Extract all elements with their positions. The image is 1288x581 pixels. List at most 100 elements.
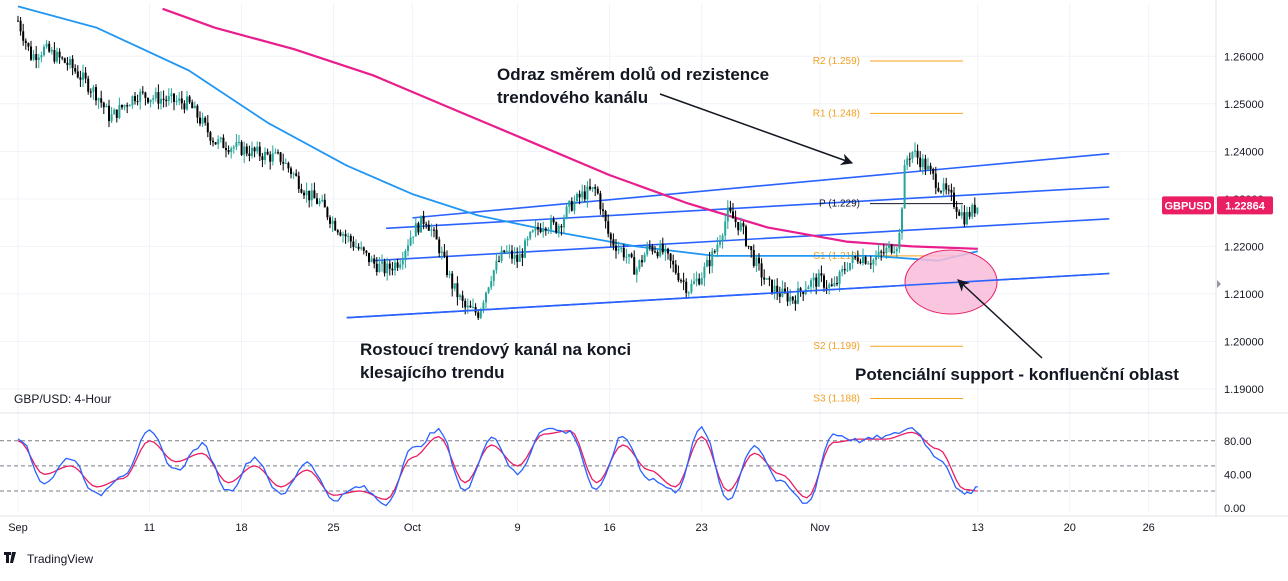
candle-body bbox=[40, 55, 43, 58]
candle-body bbox=[238, 141, 240, 143]
candle-body bbox=[799, 288, 802, 292]
candle-body bbox=[318, 201, 321, 204]
candle-body bbox=[745, 226, 747, 246]
candle-body bbox=[950, 189, 953, 193]
time-tick-label: Sep bbox=[8, 522, 28, 534]
candle-body bbox=[664, 248, 667, 253]
candle-body bbox=[154, 92, 157, 99]
candle-body bbox=[830, 284, 833, 286]
candle-body bbox=[196, 105, 199, 118]
candle-body bbox=[563, 218, 565, 228]
candle-body bbox=[24, 40, 27, 44]
candle-body bbox=[199, 117, 201, 124]
candle-body bbox=[742, 223, 745, 227]
candle-body bbox=[604, 211, 607, 222]
candle-body bbox=[214, 142, 217, 145]
candle-body bbox=[648, 245, 651, 247]
stoch-k-line bbox=[17, 425, 978, 507]
candle-body bbox=[700, 278, 703, 285]
candle-body bbox=[362, 247, 365, 251]
candle-body bbox=[422, 215, 425, 224]
candle-body bbox=[383, 261, 386, 274]
candle-body bbox=[656, 252, 659, 257]
candle-body bbox=[251, 147, 253, 156]
candle-body bbox=[698, 278, 701, 285]
candle-body bbox=[932, 169, 935, 174]
candle-body bbox=[859, 261, 862, 264]
candle-body bbox=[555, 222, 558, 233]
candle-body bbox=[433, 229, 435, 231]
candle-body bbox=[885, 247, 888, 254]
candle-body bbox=[586, 186, 589, 200]
candle-body bbox=[495, 260, 498, 271]
candle-body bbox=[755, 257, 758, 266]
candle-body bbox=[71, 58, 74, 69]
candle-body bbox=[739, 223, 742, 231]
candle-body bbox=[643, 254, 646, 263]
candle-body bbox=[615, 245, 617, 251]
candle-body bbox=[157, 92, 160, 104]
price-tick-label: 1.19000 bbox=[1224, 384, 1264, 396]
candle-body bbox=[542, 228, 545, 232]
candle-body bbox=[50, 50, 53, 52]
candle-body bbox=[339, 232, 342, 236]
symbol-label: GBP/USD: 4-Hour bbox=[14, 392, 111, 406]
candle-body bbox=[126, 105, 129, 107]
candle-body bbox=[209, 132, 212, 141]
candle-body bbox=[856, 257, 859, 262]
tradingview-logo-icon bbox=[4, 552, 16, 563]
candle-body bbox=[490, 281, 493, 288]
candle-body bbox=[22, 31, 25, 41]
candle-body bbox=[370, 258, 373, 263]
candle-body bbox=[128, 105, 131, 107]
candle-body bbox=[45, 43, 48, 47]
price-tick-label: 1.22000 bbox=[1224, 241, 1264, 253]
candle-body bbox=[58, 51, 61, 58]
candle-body bbox=[222, 137, 225, 149]
candle-body bbox=[373, 258, 376, 264]
candle-body bbox=[820, 273, 823, 276]
candle-body bbox=[716, 244, 719, 252]
annotation-arrow-resistance bbox=[659, 93, 854, 165]
candle-body bbox=[310, 190, 313, 201]
candle-body bbox=[464, 300, 467, 308]
candle-body bbox=[63, 58, 66, 63]
candle-body bbox=[123, 105, 126, 108]
candle-body bbox=[862, 256, 864, 264]
candle-body bbox=[771, 279, 773, 294]
candle-body bbox=[141, 91, 144, 93]
candle-body bbox=[30, 46, 32, 60]
candle-body bbox=[734, 218, 737, 222]
candle-body bbox=[966, 211, 968, 225]
candle-body bbox=[557, 225, 560, 233]
candle-body bbox=[95, 87, 97, 101]
candle-body bbox=[290, 168, 292, 174]
channel-lines bbox=[346, 152, 1110, 319]
candle-body bbox=[927, 165, 929, 170]
candle-body bbox=[420, 215, 422, 233]
candle-body bbox=[945, 183, 948, 190]
channel-line-upper-outer bbox=[412, 152, 1110, 219]
candle-body bbox=[407, 245, 409, 251]
price-tick-label: 1.20000 bbox=[1224, 336, 1264, 348]
candle-body bbox=[758, 257, 760, 264]
candle-body bbox=[568, 200, 571, 207]
candle-body bbox=[560, 225, 563, 228]
candle-body bbox=[620, 247, 623, 249]
channel-line-middle bbox=[372, 218, 1110, 262]
candle-body bbox=[425, 223, 428, 225]
candle-body bbox=[750, 246, 753, 251]
moving-averages bbox=[17, 5, 979, 262]
candlesticks bbox=[17, 15, 979, 320]
candle-body bbox=[378, 263, 381, 272]
candle-body bbox=[365, 250, 368, 253]
candle-body bbox=[108, 105, 110, 122]
candle-body bbox=[396, 262, 399, 268]
candle-body bbox=[253, 147, 256, 152]
candle-body bbox=[87, 78, 90, 92]
candle-body bbox=[466, 305, 469, 308]
candle-body bbox=[544, 228, 547, 231]
candle-body bbox=[880, 251, 883, 253]
candle-body bbox=[152, 98, 155, 100]
